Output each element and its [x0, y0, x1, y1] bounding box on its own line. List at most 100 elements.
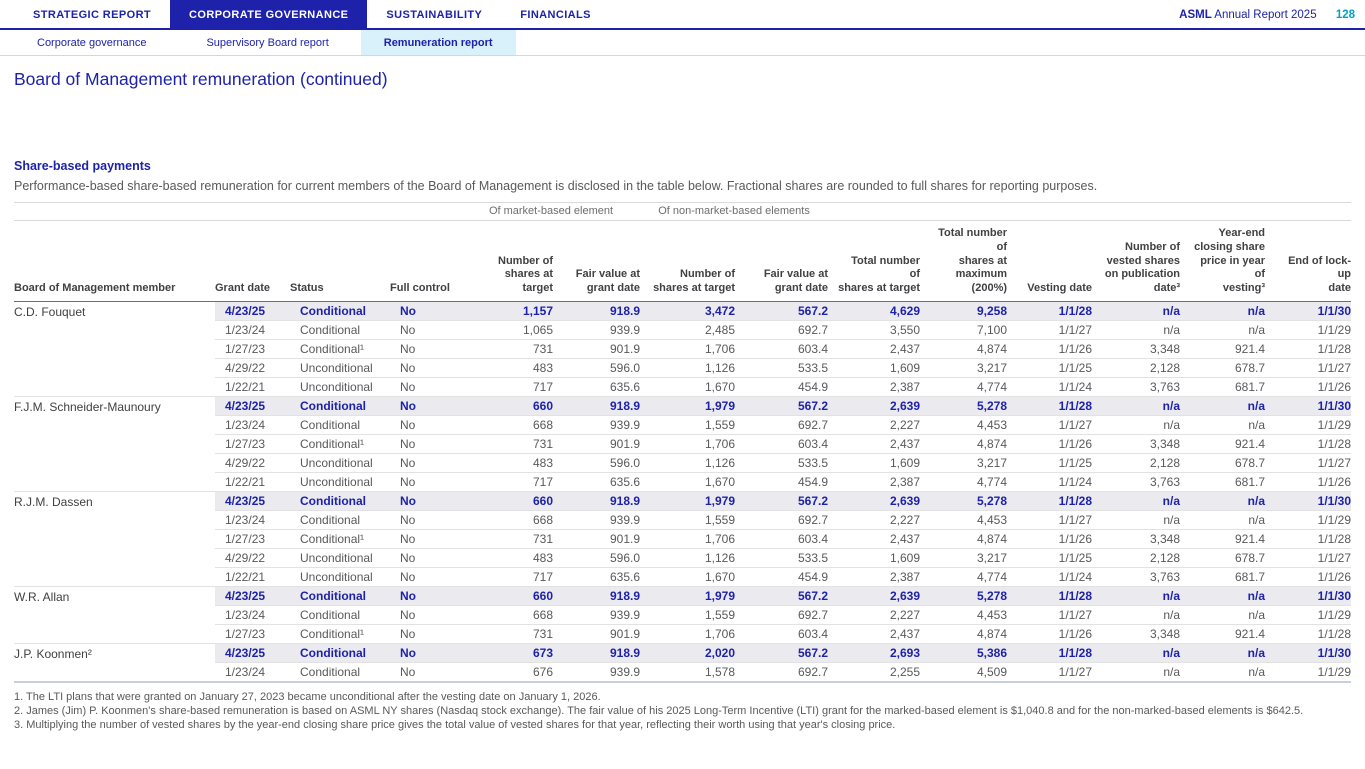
table-cell: 603.4: [735, 339, 829, 359]
table-cell: Conditional: [290, 643, 390, 663]
tab-strategic-report[interactable]: STRATEGIC REPORT: [33, 9, 152, 21]
table-cell: 939.9: [553, 510, 640, 530]
table-cell: 1/23/24: [215, 510, 290, 530]
table-cell: 1/22/21: [215, 472, 290, 492]
table-cell: 731: [462, 339, 553, 359]
table-cell: 2,227: [828, 510, 921, 530]
table-cell: 5,278: [920, 586, 1008, 606]
table-cell: 1,706: [640, 529, 735, 549]
table-cell: 2,227: [828, 605, 921, 625]
table-cell: 4,874: [920, 529, 1008, 549]
table-row: 1/23/24 Conditional No 668 939.9 1,559 692.7 2,…: [14, 605, 1352, 625]
table-cell: 681.7: [1180, 567, 1266, 587]
col-header-total-shares-maximum: Total number of shares at maximum (200%): [920, 220, 1008, 302]
table-cell: n/a: [1092, 301, 1181, 321]
member-name: R.J.M. Dassen: [14, 491, 215, 587]
table-cell: 4,874: [920, 434, 1008, 454]
table-cell: Conditional: [290, 320, 390, 340]
table-cell: 635.6: [553, 567, 640, 587]
top-navigation: STRATEGIC REPORT CORPORATE GOVERNANCE SU…: [0, 0, 1365, 30]
table-cell: 1/1/26: [1265, 472, 1352, 492]
table-cell: No: [390, 377, 462, 397]
table-cell: 692.7: [735, 320, 829, 340]
table-cell: 2,020: [640, 643, 735, 663]
table-cell: 567.2: [735, 586, 829, 606]
table-cell: 939.9: [553, 415, 640, 435]
table-group-header-row: Of market-based element Of non-market-ba…: [14, 202, 1352, 221]
table-row: C.D. Fouquet 4/23/25 Conditional No 1,157 918…: [14, 301, 1352, 397]
remuneration-table: Of market-based element Of non-market-ba…: [14, 202, 1352, 683]
table-cell: n/a: [1180, 586, 1266, 606]
table-cell: 668: [462, 510, 553, 530]
table-cell: 1,609: [828, 453, 921, 473]
table-cell: 668: [462, 605, 553, 625]
table-cell: 1,065: [462, 320, 553, 340]
tab-sustainability[interactable]: SUSTAINABILITY: [386, 9, 483, 21]
table-cell: 1,578: [640, 662, 735, 683]
table-cell: 939.9: [553, 662, 640, 683]
table-cell: 2,437: [828, 434, 921, 454]
table-cell: 1/1/29: [1265, 415, 1352, 435]
table-cell: n/a: [1180, 320, 1266, 340]
member-name: W.R. Allan: [14, 586, 215, 644]
table-cell: 731: [462, 434, 553, 454]
col-header-year-end-price: Year-end closing share price in year of …: [1180, 220, 1266, 302]
table-cell: 731: [462, 529, 553, 549]
table-cell: 4/29/22: [215, 453, 290, 473]
table-cell: 4/23/25: [215, 643, 290, 663]
table-cell: No: [390, 567, 462, 587]
table-cell: 1/1/30: [1265, 491, 1352, 511]
table-cell: 4,509: [920, 662, 1008, 683]
table-cell: 921.4: [1180, 339, 1266, 359]
table-cell: n/a: [1092, 605, 1181, 625]
table-cell: 1/1/30: [1265, 586, 1352, 606]
table-cell: 2,387: [828, 567, 921, 587]
page-number: 128: [1335, 9, 1355, 21]
table-cell: n/a: [1092, 320, 1181, 340]
table-cell: 2,387: [828, 472, 921, 492]
table-cell: 3,217: [920, 453, 1008, 473]
member-name: J.P. Koonmen²: [14, 643, 215, 683]
col-header-total-shares-target: Total number of shares at target: [828, 220, 921, 302]
table-cell: 4,453: [920, 605, 1008, 625]
table-cell: 1,670: [640, 377, 735, 397]
table-cell: 2,387: [828, 377, 921, 397]
table-cell: 533.5: [735, 358, 829, 378]
table-cell: 921.4: [1180, 434, 1266, 454]
main-content: Board of Management remuneration (contin…: [0, 69, 1365, 732]
table-cell: 4/29/22: [215, 548, 290, 568]
brand-logo: ASML: [1179, 9, 1212, 21]
table-cell: 901.9: [553, 339, 640, 359]
table-cell: 1/1/30: [1265, 301, 1352, 321]
subtab-remuneration-report[interactable]: Remuneration report: [360, 30, 516, 55]
table-cell: 1/1/28: [1007, 301, 1093, 321]
group-header-spacer: [828, 202, 1352, 221]
group-header-market: Of market-based element: [462, 202, 640, 221]
table-cell: 1,670: [640, 472, 735, 492]
table-cell: 3,217: [920, 548, 1008, 568]
table-cell: 918.9: [553, 586, 640, 606]
table-cell: 1/1/26: [1265, 377, 1352, 397]
subtab-supervisory-board-report[interactable]: Supervisory Board report: [206, 37, 329, 49]
sub-navigation: Corporate governance Supervisory Board r…: [0, 30, 1365, 56]
table-cell: 4,453: [920, 510, 1008, 530]
tab-financials[interactable]: FINANCIALS: [520, 9, 591, 21]
table-row: 4/29/22 Unconditional No 483 596.0 1,126 533.5…: [14, 548, 1352, 568]
table-cell: Conditional: [290, 415, 390, 435]
table-cell: 1/23/24: [215, 605, 290, 625]
table-cell: 1/1/25: [1007, 358, 1093, 378]
table-cell: 4/23/25: [215, 586, 290, 606]
table-cell: 1/1/29: [1265, 510, 1352, 530]
table-cell: 635.6: [553, 377, 640, 397]
intro-paragraph: Performance-based share-based remunerati…: [14, 179, 1098, 193]
table-cell: n/a: [1180, 605, 1266, 625]
report-meta: ASML Annual Report 2025 128: [1179, 0, 1355, 30]
table-cell: 1/1/26: [1007, 434, 1093, 454]
table-cell: 1/27/23: [215, 434, 290, 454]
tab-corporate-governance[interactable]: CORPORATE GOVERNANCE: [170, 0, 368, 28]
table-cell: No: [390, 453, 462, 473]
subtab-corporate-governance[interactable]: Corporate governance: [37, 37, 147, 49]
table-cell: 1/1/27: [1265, 548, 1352, 568]
table-cell: 1,609: [828, 358, 921, 378]
table-cell: 1/1/28: [1265, 529, 1352, 549]
